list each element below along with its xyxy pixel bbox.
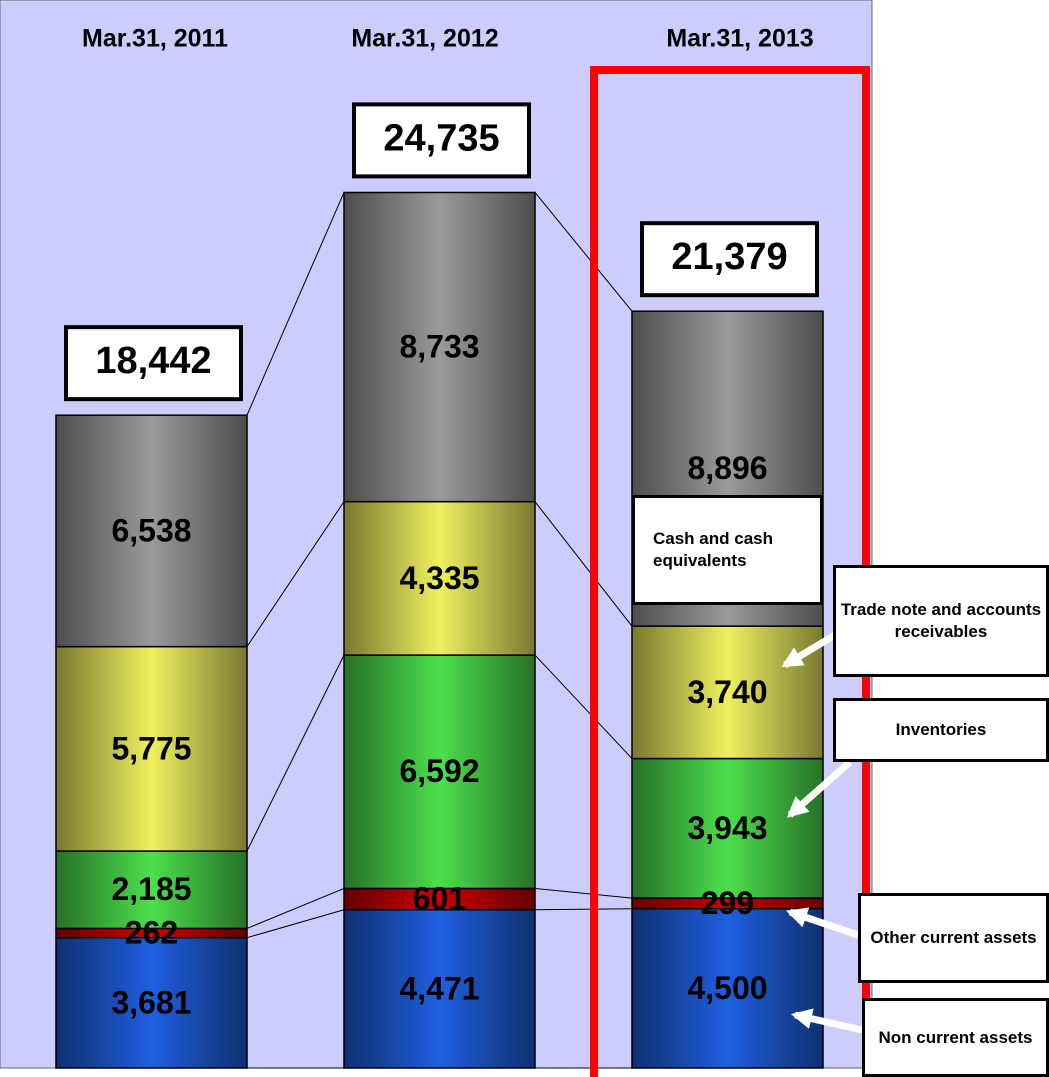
connector [534,192,633,312]
connector [246,192,345,416]
connector [534,908,633,911]
arrow [786,759,853,818]
value-label: 3,681 [111,984,191,1020]
value-label: 8,896 [687,450,767,486]
total-box [64,325,243,402]
arrow [781,628,842,669]
value-label: 2,185 [111,871,191,907]
legend-callout: Cash and cash equivalents [632,495,823,605]
value-label: 3,740 [687,674,767,710]
connector [534,654,633,759]
total-label: 24,735 [383,117,499,159]
value-label: 5,775 [111,730,191,766]
connector [246,909,345,939]
total-label: 18,442 [95,340,211,382]
legend-callout: Other current assets [858,893,1049,983]
category-label: Mar.31, 2013 [666,25,813,53]
value-label: 4,471 [399,970,479,1006]
value-label: 262 [125,915,178,951]
legend-callout: Trade note and accounts receivables [833,565,1049,677]
value-label: 8,733 [399,329,479,365]
connector [534,501,633,627]
value-label: 601 [413,881,466,917]
total-box [352,102,531,179]
value-label: 4,335 [399,560,479,596]
connector [246,501,345,647]
legend-callout: Non current assets [862,998,1049,1077]
value-label: 6,592 [399,753,479,789]
arrow [790,1008,863,1034]
arrows [781,628,863,1034]
value-label: 4,500 [687,970,767,1006]
arrow [786,907,860,939]
category-label: Mar.31, 2011 [82,25,228,53]
value-label: 299 [701,885,754,921]
total-box [640,221,819,298]
legend-callout: Inventories [833,698,1049,762]
total-label: 21,379 [671,236,787,278]
connector [246,887,345,929]
category-label: Mar.31, 2012 [351,25,498,53]
value-label: 3,943 [687,810,767,846]
connector [534,887,633,899]
connector [246,654,345,852]
value-label: 6,538 [111,512,191,548]
